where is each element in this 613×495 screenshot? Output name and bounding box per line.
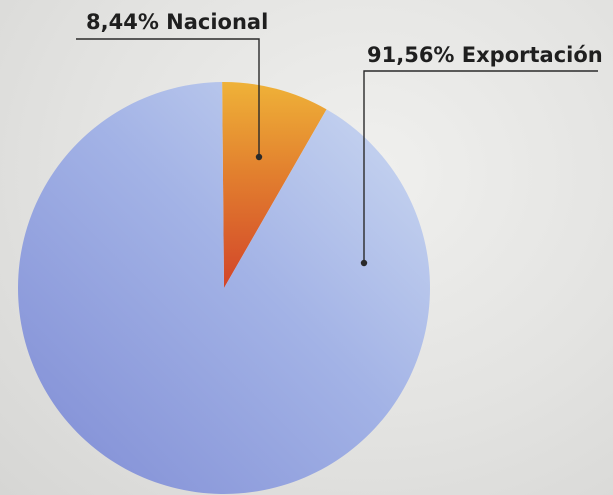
leader-dot-exportacion	[360, 259, 368, 267]
slice-label-nacional: 8,44% Nacional	[86, 10, 268, 34]
leader-line-exportacion	[363, 70, 598, 263]
slice-label-exportacion: 91,56% Exportación	[367, 43, 603, 67]
slice-labels: 8,44% Nacional 91,56% Exportación	[76, 10, 603, 267]
leader-dot-nacional	[255, 153, 263, 161]
pie-slices	[17, 82, 430, 494]
leader-line-nacional	[76, 38, 260, 157]
pie-slice-nacional	[222, 82, 327, 289]
pie-slice-exportacion	[17, 82, 430, 494]
